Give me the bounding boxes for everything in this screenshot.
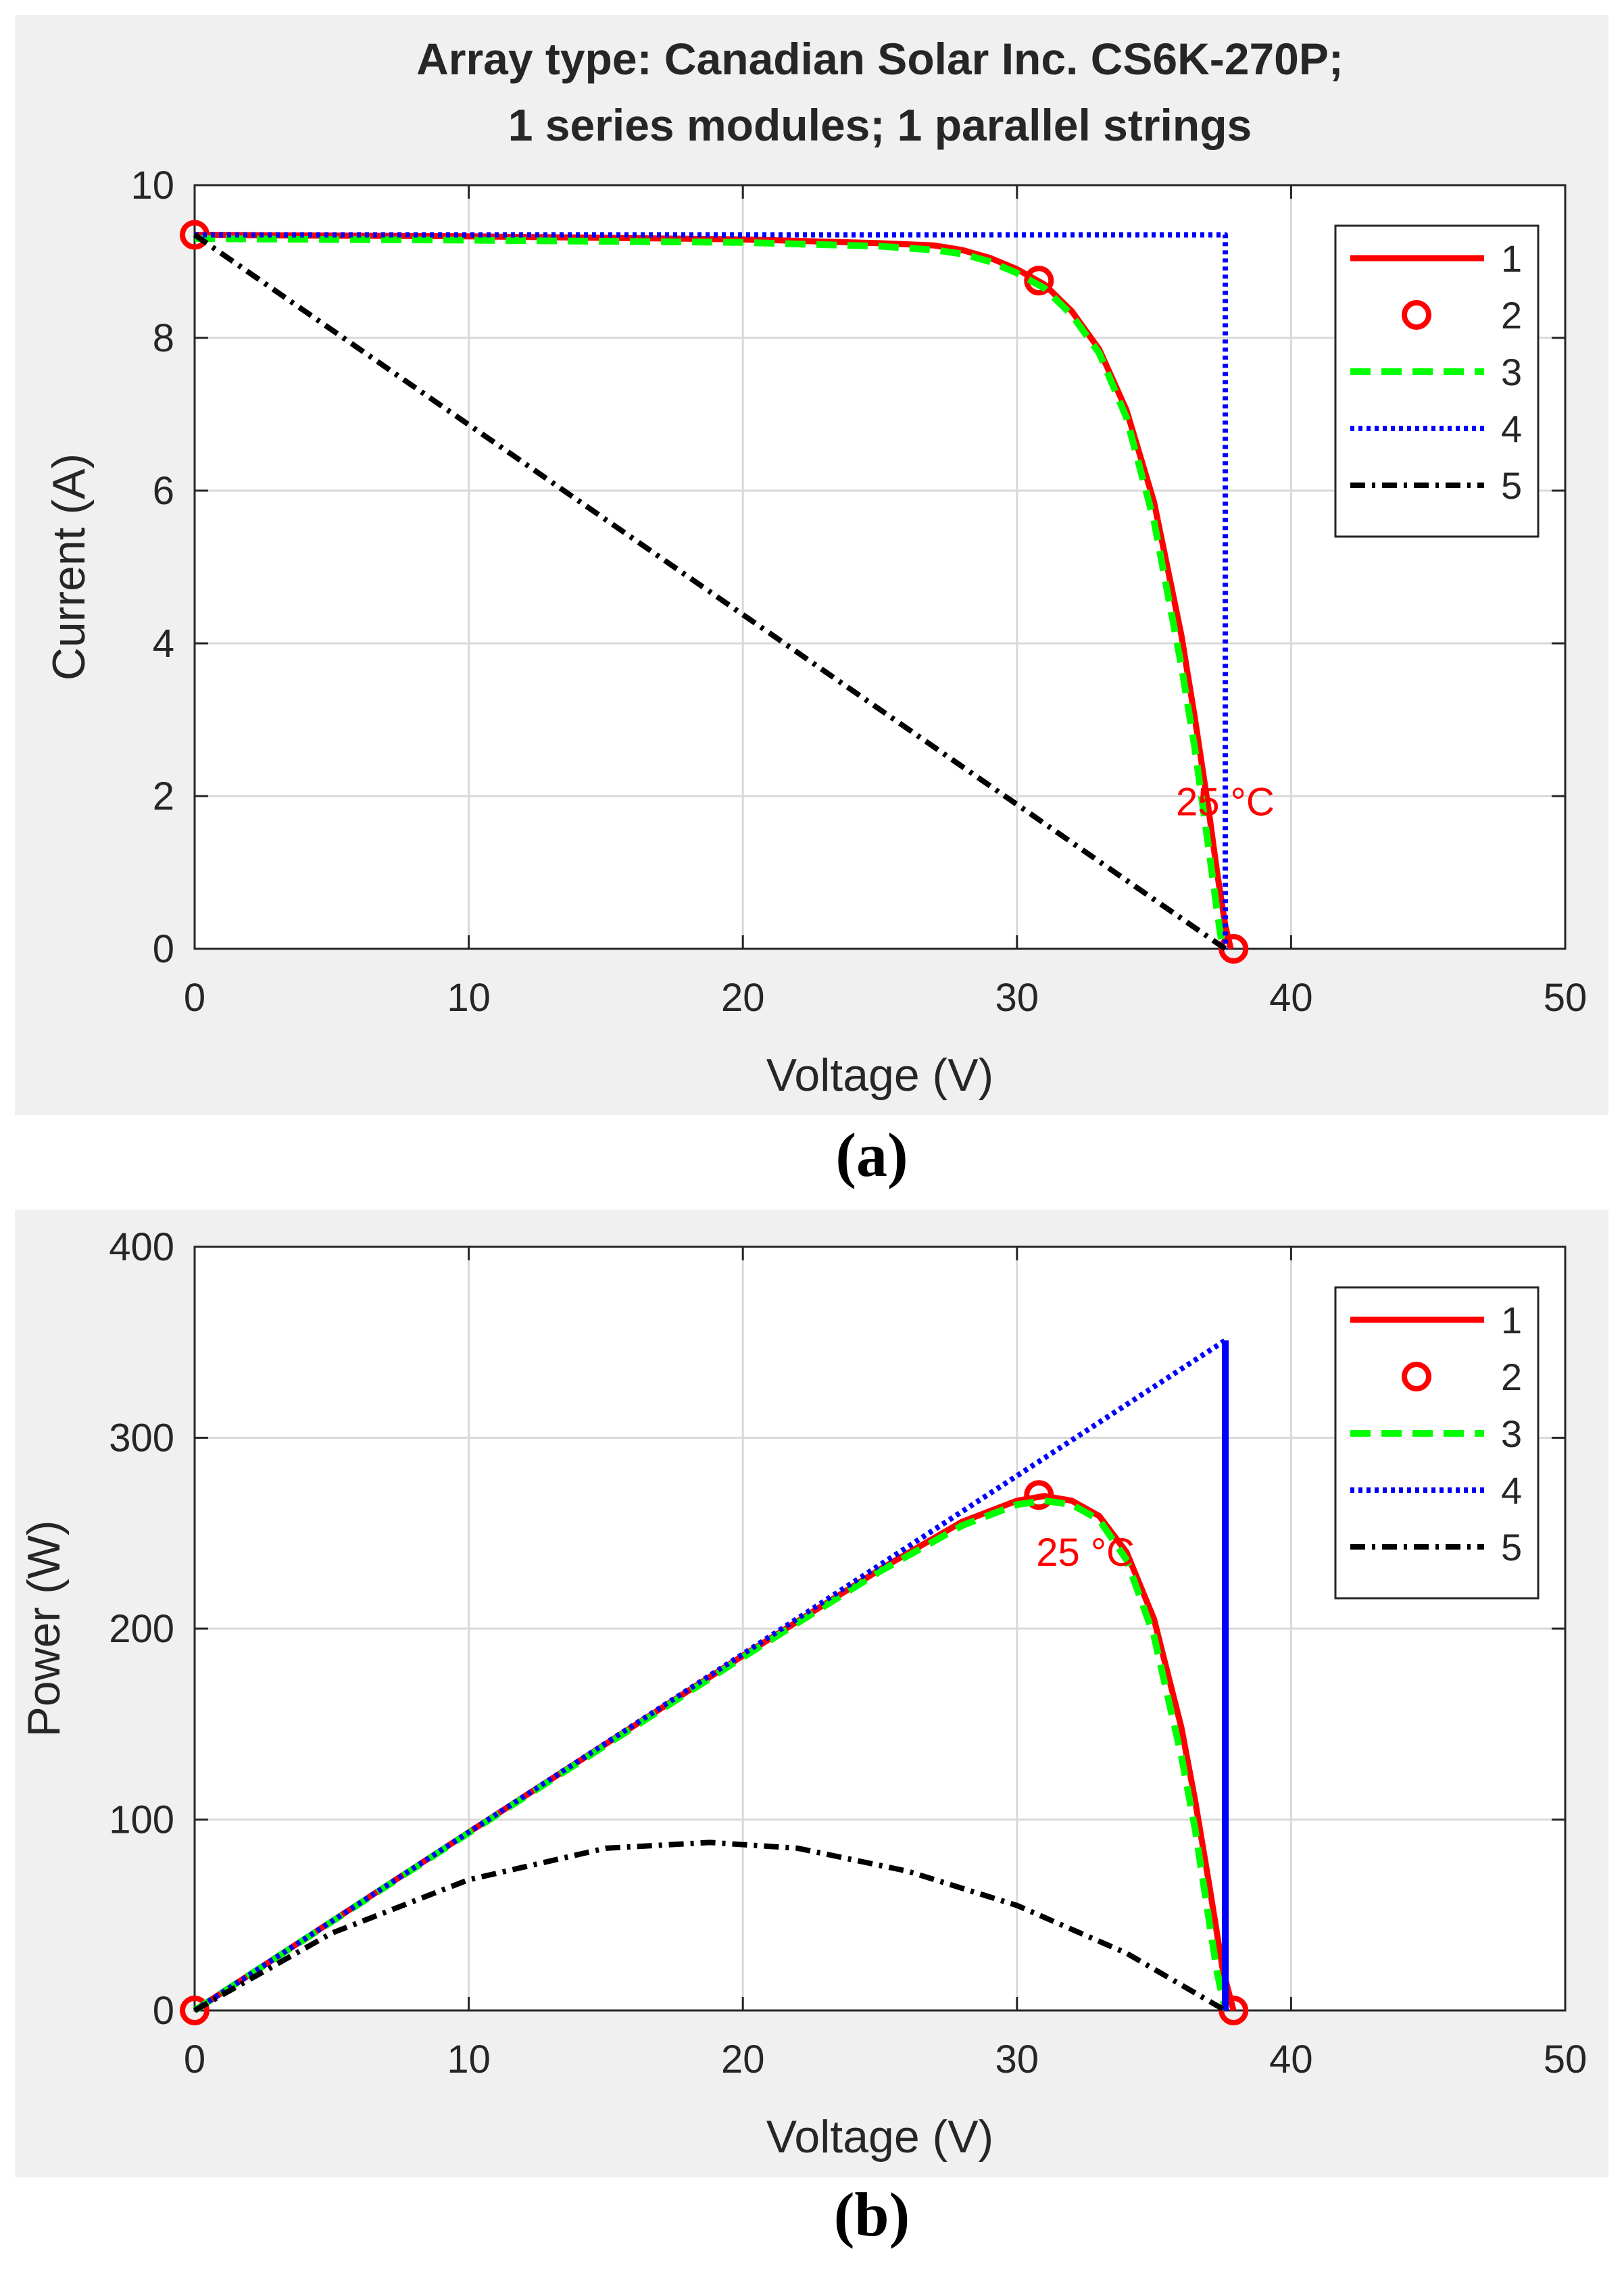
series-line-5 (193, 1839, 1227, 2013)
legend: 1 2 3 4 5 (1334, 224, 1540, 538)
legend: 1 2 3 4 5 (1334, 1286, 1540, 1600)
x-tick-label: 20 (721, 976, 765, 1020)
data-point-series-2 (1024, 266, 1054, 296)
y-axis-label: Current (A) (43, 453, 95, 681)
y-tick-label: 300 (109, 1416, 174, 1460)
y-tick-label: 400 (109, 1225, 174, 1269)
x-tick-label: 20 (721, 2038, 765, 2081)
y-tick-label: 0 (153, 927, 174, 971)
x-axis-label: Voltage (V) (766, 1049, 993, 1101)
y-tick-label: 10 (130, 164, 174, 207)
series-line-4 (195, 232, 1229, 949)
legend-label-5: 5 (1501, 464, 1522, 507)
legend-marker-2 (1402, 1362, 1431, 1391)
y-tick-label: 2 (153, 774, 174, 818)
legend-label-3: 3 (1501, 1412, 1522, 1455)
series-line-4 (193, 1338, 1227, 2013)
data-point-series-2 (1024, 1480, 1054, 1510)
x-tick-label: 30 (995, 976, 1039, 1020)
x-axis-label: Voltage (V) (766, 2111, 993, 2163)
y-tick-label: 0 (153, 1989, 174, 2033)
legend-label-2: 2 (1501, 1356, 1522, 1398)
x-tick-label: 40 (1269, 976, 1313, 1020)
x-tick-label: 30 (995, 2038, 1039, 2081)
chart-panel-a: 0 10 20 30 40 50 0 2 4 6 8 10 Voltage (V) Current (A)… (15, 15, 1608, 1189)
y-tick-label: 100 (109, 1798, 174, 1842)
data-point-series-2 (180, 1996, 210, 2025)
chart-panel-b: 0 10 20 30 40 50 0 100 200 300 400 Voltage (V) Power… (15, 1210, 1608, 2249)
y-tick-label: 200 (109, 1607, 174, 1651)
temperature-annotation: 25 °C (1176, 780, 1275, 824)
series-line-5 (193, 232, 1227, 952)
series-group (180, 220, 1249, 964)
axes-box (193, 184, 1567, 950)
temperature-annotation: 25 °C (1036, 1531, 1135, 1575)
y-axis-label: Power (W) (18, 1520, 70, 1737)
panel-label: (b) (834, 2180, 910, 2249)
x-tick-label: 10 (447, 976, 491, 1020)
y-tick-label: 6 (153, 469, 174, 513)
panel-label: (a) (835, 1120, 908, 1189)
legend-label-3: 3 (1501, 351, 1522, 393)
legend-label-1: 1 (1501, 1299, 1522, 1341)
y-tick-label: 4 (153, 622, 174, 666)
x-tick-label: 50 (1544, 2038, 1588, 2081)
legend-label-4: 4 (1501, 1469, 1522, 1512)
series-line-3 (193, 1497, 1229, 2014)
x-tick-label: 0 (184, 2038, 205, 2081)
y-tick-label: 8 (153, 316, 174, 360)
legend-label-1: 1 (1501, 237, 1522, 280)
legend-label-5: 5 (1501, 1526, 1522, 1569)
legend-label-4: 4 (1501, 408, 1522, 450)
legend-marker-2 (1402, 300, 1431, 330)
chart-title-line: Array type: Canadian Solar Inc. CS6K-270… (416, 34, 1344, 84)
chart-title-line: 1 series modules; 1 parallel strings (508, 100, 1252, 150)
legend-label-2: 2 (1501, 294, 1522, 337)
x-tick-label: 10 (447, 2038, 491, 2081)
x-tick-label: 50 (1544, 976, 1588, 1020)
x-tick-label: 40 (1269, 2038, 1313, 2081)
series-line-3 (194, 235, 1226, 949)
x-tick-label: 0 (184, 976, 205, 1020)
series-group (180, 1338, 1249, 2025)
